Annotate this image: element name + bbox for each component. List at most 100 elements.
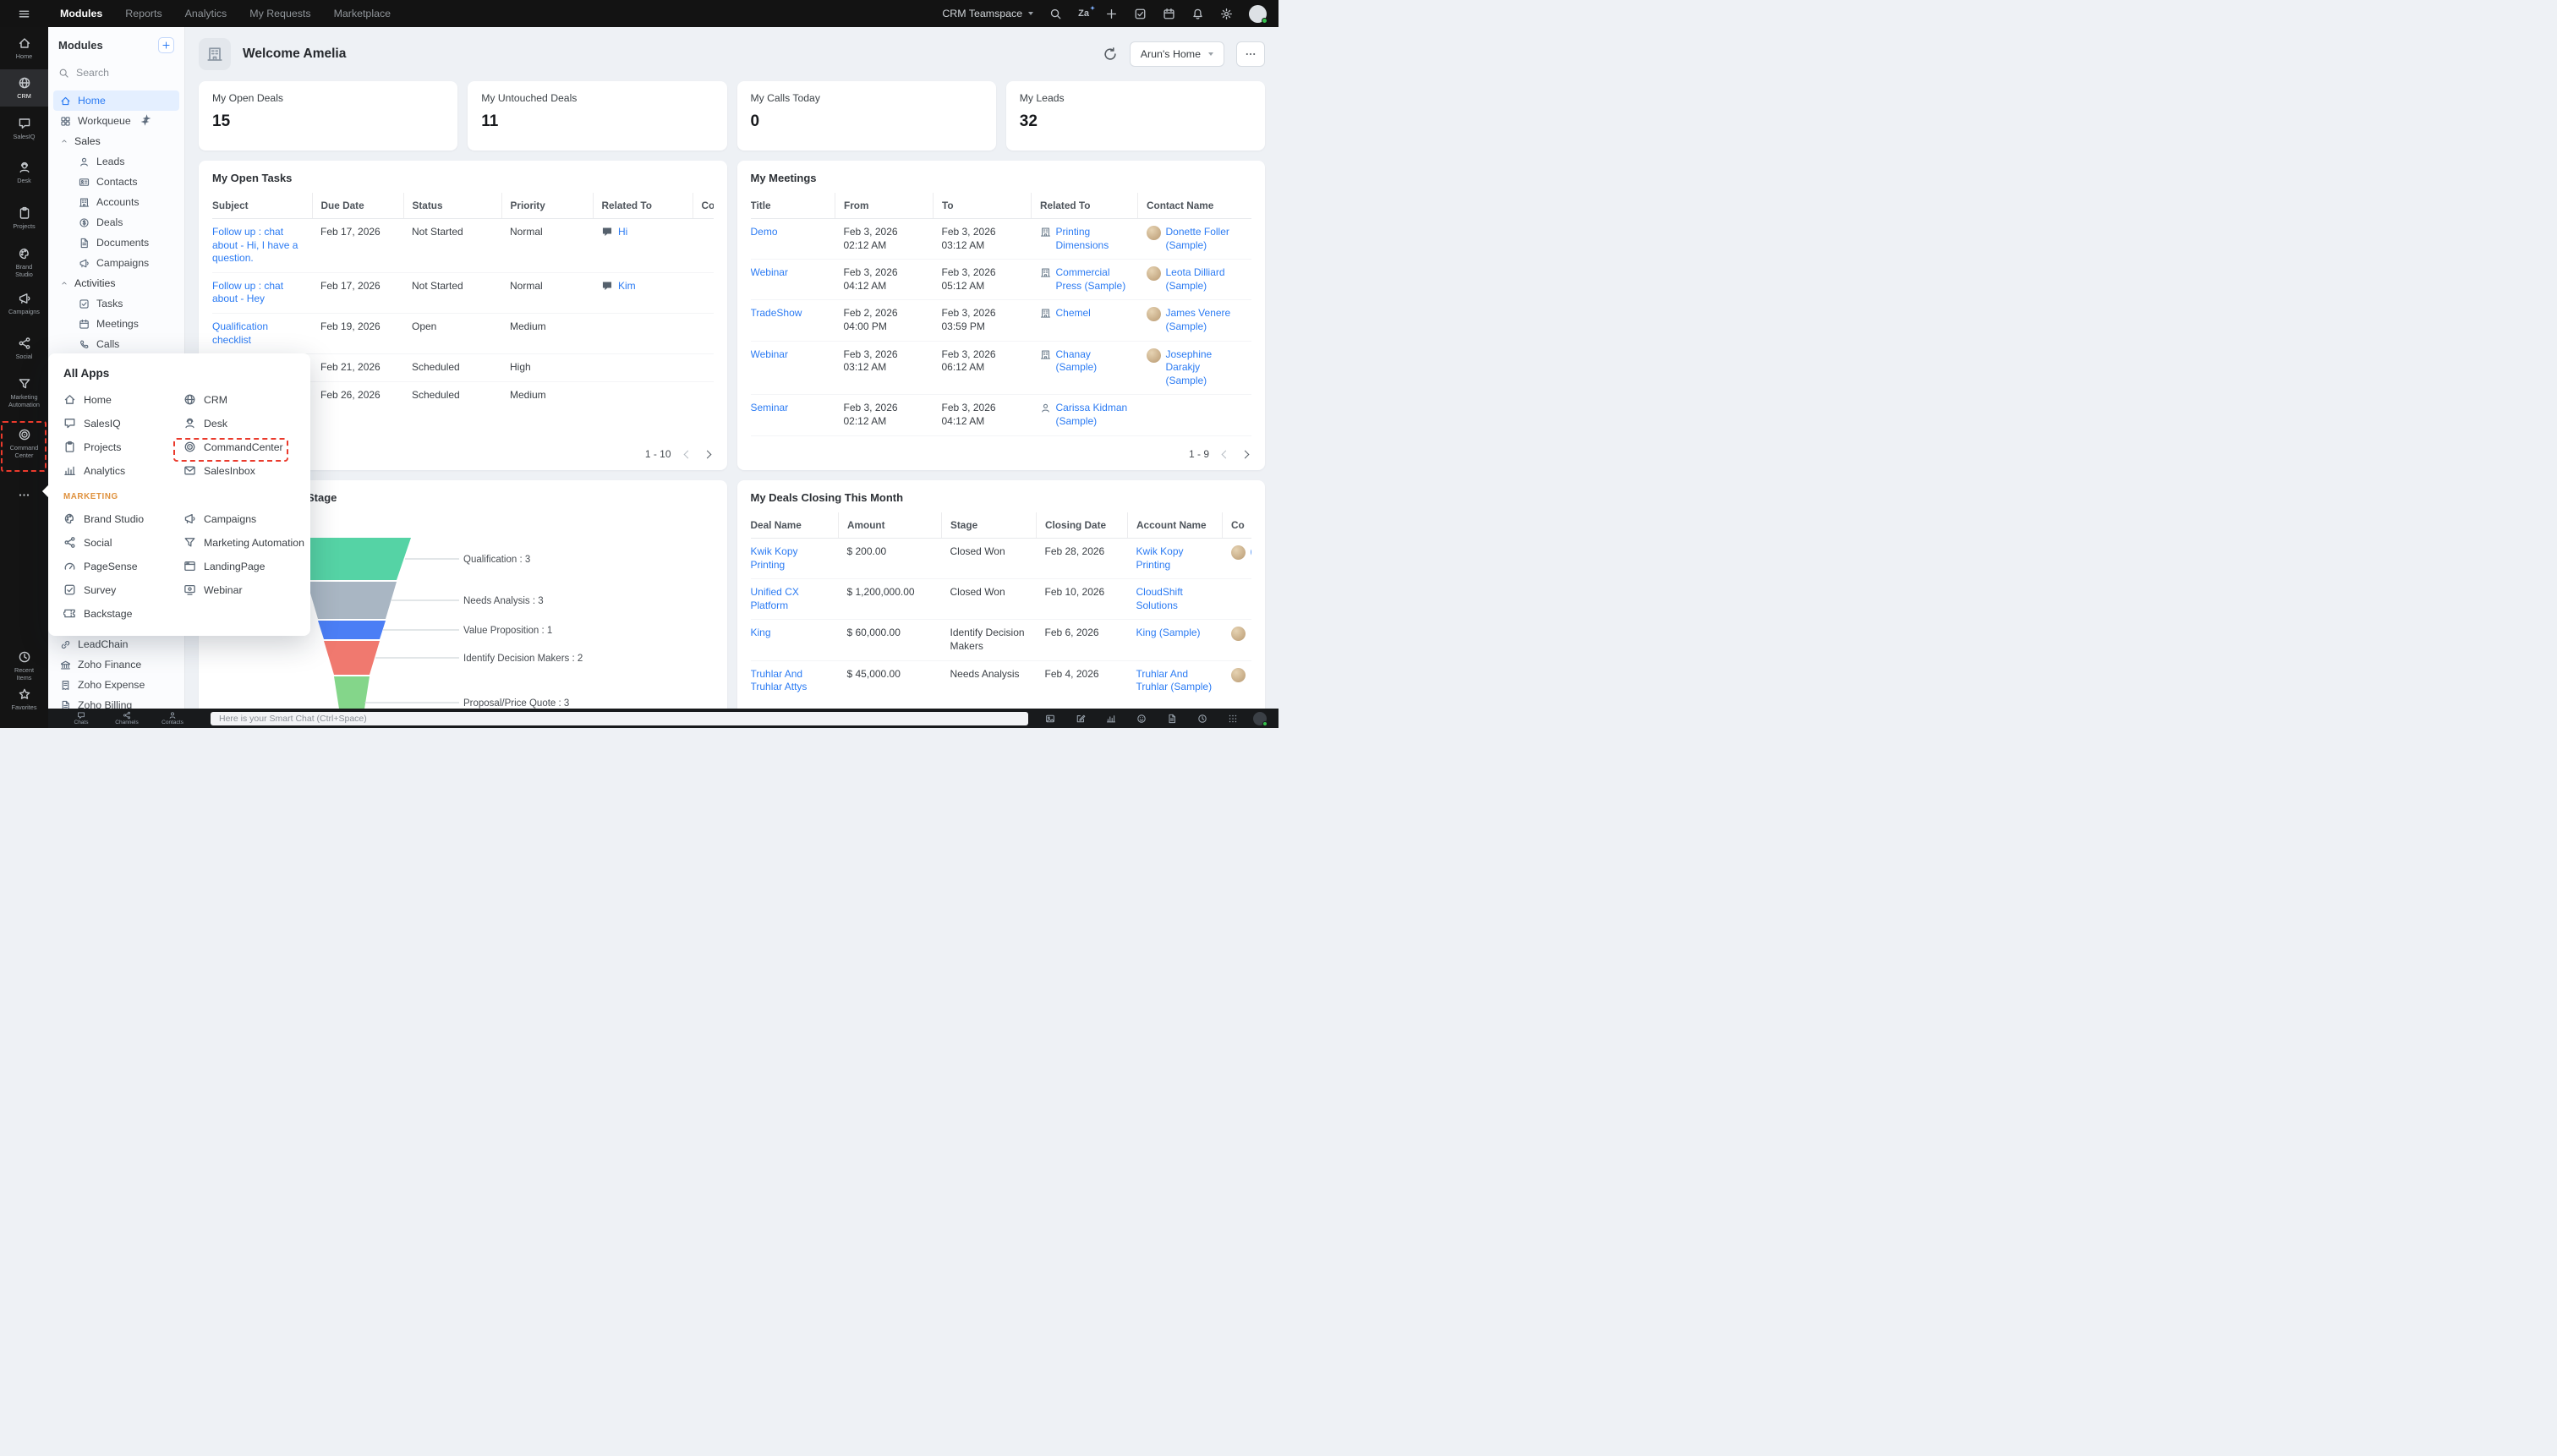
contact-link[interactable]: Donette Foller (Sample) xyxy=(1165,226,1229,251)
deal-name-link[interactable]: Truhlar And Truhlar Attys xyxy=(750,667,808,693)
kpi-card-calls-today[interactable]: My Calls Today 0 xyxy=(736,81,996,151)
column-header-contact[interactable]: Con xyxy=(693,193,714,219)
meeting-title-link[interactable]: TradeShow xyxy=(750,307,802,320)
app-item-social[interactable]: Social xyxy=(63,531,183,554)
table-row[interactable]: Feb 26, 2026 Scheduled Medium xyxy=(320,388,546,401)
sidebar-item-campaigns[interactable]: Campaigns xyxy=(53,253,179,273)
sidebar-search[interactable]: Search xyxy=(58,62,174,84)
search-icon[interactable] xyxy=(1049,8,1062,20)
tab-marketplace[interactable]: Marketplace xyxy=(333,8,391,19)
account-name-link[interactable]: Kwik Kopy Printing xyxy=(1136,545,1184,571)
refresh-icon[interactable] xyxy=(1103,47,1118,62)
app-item-marketing-automation[interactable]: Marketing Automation xyxy=(183,531,304,554)
rail-item-desk[interactable]: Desk xyxy=(0,161,48,184)
table-row[interactable]: TradeShow Feb 2, 2026 04:00 PM Feb 3, 20… xyxy=(750,299,1251,342)
table-row[interactable]: Follow up : chat about - Hey Feb 17, 202… xyxy=(212,272,714,314)
app-item-survey[interactable]: Survey xyxy=(63,578,183,601)
tab-modules[interactable]: Modules xyxy=(60,8,103,19)
chatbar-tab-chats[interactable]: Chats xyxy=(60,711,102,726)
sidebar-item-workqueue[interactable]: Workqueue xyxy=(53,111,179,131)
table-row[interactable]: Unified CX Platform $ 1,200,000.00 Close… xyxy=(750,578,1251,621)
add-module-button[interactable] xyxy=(158,37,174,53)
sidebar-item-zoho-expense[interactable]: Zoho Expense xyxy=(53,675,179,695)
calendar-icon[interactable] xyxy=(1163,8,1175,20)
compose-icon[interactable] xyxy=(1076,714,1086,724)
kpi-card-untouched-deals[interactable]: My Untouched Deals 11 xyxy=(468,81,727,151)
meeting-title-link[interactable]: Webinar xyxy=(750,266,788,279)
column-header-stage[interactable]: Stage xyxy=(941,512,1037,539)
related-contact-link[interactable]: Carissa Kidman (Sample) xyxy=(1055,402,1128,427)
tab-analytics[interactable]: Analytics xyxy=(184,8,227,19)
app-item-brand-studio[interactable]: Brand Studio xyxy=(63,507,183,530)
sidebar-item-zoho-finance[interactable]: Zoho Finance xyxy=(53,654,179,675)
contact-link[interactable]: Leota Dilliard (Sample) xyxy=(1165,266,1225,292)
column-header-related-to[interactable]: Related To xyxy=(593,193,693,219)
table-row[interactable]: Seminar Feb 3, 2026 02:12 AM Feb 3, 2026… xyxy=(750,394,1251,436)
task-subject-link[interactable]: Follow up : chat about - Hey xyxy=(212,279,284,305)
bar-chart-icon[interactable] xyxy=(1106,714,1116,724)
app-item-salesinbox[interactable]: SalesInbox xyxy=(183,459,300,482)
deal-name-link[interactable]: Unified CX Platform xyxy=(750,586,799,611)
funnel-segment-proposal-price-quote[interactable] xyxy=(334,676,370,709)
funnel-segment-identify-decision-makers[interactable] xyxy=(324,641,380,675)
column-header-subject[interactable]: Subject xyxy=(212,193,313,219)
related-to-link[interactable]: Kim xyxy=(618,279,636,292)
column-header-related-to[interactable]: Related To xyxy=(1031,193,1138,219)
chatbar-tab-contacts[interactable]: Contacts xyxy=(151,711,194,726)
user-avatar[interactable] xyxy=(1249,4,1268,24)
meeting-title-link[interactable]: Seminar xyxy=(750,402,789,414)
page-more-button[interactable] xyxy=(1236,41,1265,67)
app-item-salesiq[interactable]: SalesIQ xyxy=(63,412,183,435)
deal-name-link[interactable]: Kwik Kopy Printing xyxy=(750,545,798,571)
table-row[interactable]: Webinar Feb 3, 2026 03:12 AM Feb 3, 2026… xyxy=(750,341,1251,396)
notifications-icon[interactable] xyxy=(1191,8,1204,20)
sidebar-item-zoho-billing[interactable]: Zoho Billing xyxy=(53,695,179,709)
deal-name-link[interactable]: King xyxy=(750,627,771,639)
user-avatar[interactable] xyxy=(1253,711,1268,726)
column-header-from[interactable]: From xyxy=(835,193,934,219)
rail-item-salesiq[interactable]: SalesIQ xyxy=(0,117,48,140)
column-header-contact[interactable]: Co xyxy=(1222,512,1251,539)
table-row[interactable]: Truhlar And Truhlar Attys $ 45,000.00 Ne… xyxy=(751,660,1252,701)
table-row[interactable]: King $ 60,000.00 Identify Decision Maker… xyxy=(750,619,1251,661)
prev-page-icon[interactable] xyxy=(1221,450,1230,458)
account-name-link[interactable]: CloudShift Solutions xyxy=(1136,586,1183,611)
tab-reports[interactable]: Reports xyxy=(125,8,162,19)
app-item-campaigns[interactable]: Campaigns xyxy=(183,507,304,530)
funnel-segment-qualification[interactable] xyxy=(293,538,411,580)
rail-item-favorites[interactable]: Favorites xyxy=(0,687,48,711)
table-row[interactable]: Follow up : chat about - Hi, I have a qu… xyxy=(212,218,714,273)
rail-item-campaigns[interactable]: Campaigns xyxy=(0,292,48,315)
next-page-icon[interactable] xyxy=(703,450,711,458)
column-header-account-name[interactable]: Account Name xyxy=(1127,512,1223,539)
sidebar-item-documents[interactable]: Documents xyxy=(53,233,179,253)
document-icon[interactable] xyxy=(1167,714,1177,724)
table-row[interactable]: Demo Feb 3, 2026 02:12 AM Feb 3, 2026 03… xyxy=(750,218,1251,260)
app-item-desk[interactable]: Desk xyxy=(183,412,300,435)
app-item-projects[interactable]: Projects xyxy=(63,435,183,458)
app-item-crm[interactable]: CRM xyxy=(183,388,300,411)
rail-item-command-center[interactable]: Command Center xyxy=(0,428,48,459)
table-row[interactable]: Webinar Feb 3, 2026 04:12 AM Feb 3, 2026… xyxy=(750,259,1251,301)
kpi-card-open-deals[interactable]: My Open Deals 15 xyxy=(199,81,458,151)
checklist-icon[interactable] xyxy=(1134,8,1147,20)
column-header-priority[interactable]: Priority xyxy=(501,193,594,219)
sidebar-item-deals[interactable]: Deals xyxy=(53,212,179,233)
kpi-card-my-leads[interactable]: My Leads 32 xyxy=(1005,81,1265,151)
meeting-title-link[interactable]: Webinar xyxy=(750,348,788,360)
sidebar-item-leadchain[interactable]: LeadChain xyxy=(53,634,179,654)
rail-item-brand-studio[interactable]: Brand Studio xyxy=(0,247,48,278)
teamspace-selector[interactable]: CRM Teamspace xyxy=(942,8,1034,19)
sidebar-item-home[interactable]: Home xyxy=(53,90,179,111)
related-account-link[interactable]: Commercial Press (Sample) xyxy=(1055,266,1126,292)
account-name-link[interactable]: Truhlar And Truhlar (Sample) xyxy=(1136,667,1213,693)
column-header-due-date[interactable]: Due Date xyxy=(312,193,404,219)
sidebar-group-activities[interactable]: Activities xyxy=(53,273,179,293)
meeting-title-link[interactable]: Demo xyxy=(750,226,778,238)
app-item-home[interactable]: Home xyxy=(63,388,183,411)
task-subject-link[interactable]: Qualification checklist xyxy=(212,320,269,346)
emoji-icon[interactable] xyxy=(1136,714,1147,724)
chatbar-tab-channels[interactable]: Channels xyxy=(106,711,148,726)
plus-icon[interactable] xyxy=(1105,8,1118,20)
prev-page-icon[interactable] xyxy=(683,450,692,458)
